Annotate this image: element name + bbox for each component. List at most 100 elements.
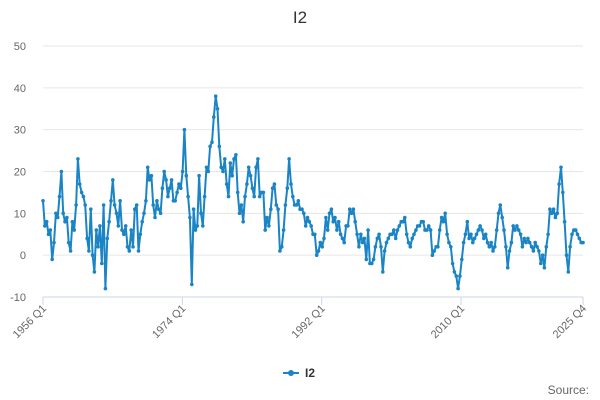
data-point: [219, 165, 223, 170]
data-point: [164, 178, 168, 182]
data-point: [136, 249, 141, 253]
data-point: [94, 228, 99, 232]
data-point: [504, 245, 508, 249]
data-point: [195, 224, 200, 228]
data-point: [237, 211, 242, 216]
x-tick-label: 2025 Q4: [551, 303, 589, 341]
data-point: [303, 224, 308, 228]
data-point: [439, 215, 444, 220]
data-point: [370, 261, 374, 266]
data-point: [270, 186, 275, 190]
data-point: [373, 245, 378, 249]
data-point: [283, 203, 288, 207]
data-point: [529, 245, 534, 249]
data-point: [335, 228, 339, 232]
data-point: [320, 245, 325, 249]
data-point: [342, 240, 347, 245]
data-point: [188, 215, 192, 220]
data-point: [103, 286, 108, 291]
data-point: [285, 186, 290, 190]
data-point: [531, 249, 536, 253]
data-point: [98, 224, 102, 228]
data-point: [347, 207, 352, 211]
data-point: [428, 228, 433, 232]
x-axis: 1956 Q1 1974 Q1 1992 Q1 2010 Q1 2025 Q4: [11, 296, 589, 341]
data-point: [186, 194, 190, 199]
data-point: [175, 190, 179, 195]
data-point: [542, 265, 547, 270]
legend-item-label[interactable]: I2: [305, 366, 315, 380]
data-point: [377, 232, 381, 237]
data-point: [223, 157, 227, 161]
data-point: [458, 274, 462, 278]
data-point: [478, 224, 482, 228]
data-point: [382, 249, 387, 253]
data-point: [116, 224, 121, 228]
data-point: [289, 182, 293, 186]
data-point: [555, 211, 560, 216]
data-point: [487, 245, 492, 249]
data-point: [404, 232, 409, 237]
data-point: [544, 245, 549, 249]
data-point: [81, 194, 86, 199]
source-label: Source:: [548, 383, 589, 397]
series-group: [41, 94, 585, 291]
data-point: [234, 153, 238, 157]
data-point: [276, 207, 280, 211]
data-point: [454, 274, 459, 278]
data-point: [133, 207, 137, 211]
data-point: [151, 203, 155, 207]
y-tick-label: 20: [14, 167, 26, 179]
data-point: [206, 169, 211, 174]
data-point: [329, 207, 334, 211]
data-point: [449, 245, 453, 249]
data-point: [426, 224, 431, 228]
data-point: [302, 211, 306, 216]
data-point: [476, 228, 481, 232]
data-point: [125, 245, 130, 249]
data-point: [452, 270, 457, 274]
data-point: [467, 236, 471, 241]
data-point: [122, 232, 126, 237]
data-point: [180, 169, 185, 174]
data-point: [397, 224, 402, 228]
data-point: [371, 257, 376, 262]
data-point: [291, 194, 295, 199]
data-point: [226, 194, 231, 199]
data-point: [414, 228, 418, 232]
data-point: [248, 173, 253, 178]
data-point: [548, 207, 552, 211]
data-point: [239, 203, 244, 207]
data-point: [166, 194, 170, 199]
data-point: [197, 173, 201, 178]
data-point: [360, 240, 365, 245]
data-point: [412, 232, 416, 237]
data-point: [393, 236, 398, 241]
data-point: [336, 219, 341, 224]
data-point: [505, 265, 510, 270]
data-point: [246, 165, 251, 170]
data-point: [375, 236, 380, 241]
data-point: [149, 173, 154, 178]
series-line-i2: [42, 95, 584, 290]
y-tick-label: 30: [14, 125, 26, 137]
data-point: [201, 224, 205, 228]
data-point: [114, 211, 119, 216]
data-point: [65, 215, 69, 220]
legend[interactable]: I2: [283, 366, 315, 380]
data-point: [74, 203, 78, 207]
data-point: [243, 194, 247, 199]
y-tick-label: 0: [20, 250, 26, 262]
data-point: [123, 224, 128, 228]
data-point: [208, 144, 212, 149]
data-point: [177, 182, 181, 186]
data-point: [235, 190, 240, 195]
data-point: [191, 207, 196, 211]
data-point: [441, 219, 446, 224]
y-axis-ticks: -10 0 10 20 30 40 50: [10, 41, 26, 304]
data-point: [557, 182, 561, 186]
data-point: [573, 228, 578, 232]
data-point: [522, 236, 526, 241]
data-point: [408, 245, 413, 249]
